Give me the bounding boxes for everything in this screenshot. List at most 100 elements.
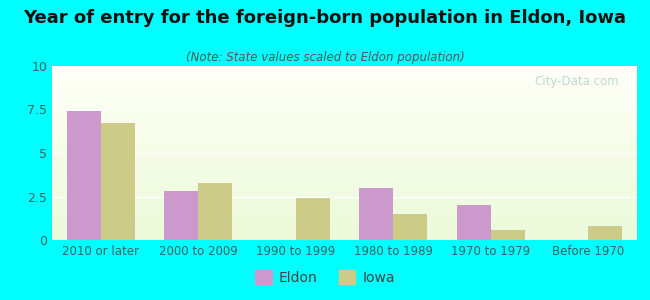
Bar <box>52 184 637 186</box>
Text: Year of entry for the foreign-born population in Eldon, Iowa: Year of entry for the foreign-born popul… <box>23 9 627 27</box>
Bar <box>359 188 393 240</box>
Bar <box>52 83 637 85</box>
Bar <box>66 111 101 240</box>
Bar <box>52 142 637 144</box>
Bar <box>52 165 637 167</box>
Bar <box>52 198 637 200</box>
Bar <box>52 212 637 214</box>
Bar <box>52 196 637 198</box>
Bar <box>52 101 637 103</box>
Text: (Note: State values scaled to Eldon population): (Note: State values scaled to Eldon popu… <box>186 51 464 64</box>
Bar <box>296 198 330 240</box>
Bar <box>52 90 637 92</box>
Bar <box>52 235 637 236</box>
Bar <box>52 71 637 73</box>
Bar <box>52 132 637 134</box>
Bar <box>52 164 637 165</box>
Bar <box>52 203 637 205</box>
Bar <box>52 202 637 203</box>
Bar <box>52 183 637 184</box>
Bar <box>52 221 637 223</box>
Bar <box>52 123 637 125</box>
Bar <box>52 151 637 153</box>
Bar <box>52 120 637 122</box>
Bar <box>52 149 637 151</box>
Bar <box>52 111 637 113</box>
Bar <box>52 155 637 157</box>
Bar <box>52 118 637 120</box>
Bar <box>198 183 233 240</box>
Bar <box>52 144 637 146</box>
Bar <box>52 134 637 136</box>
Bar <box>52 176 637 177</box>
Bar <box>52 170 637 172</box>
Bar <box>52 167 637 169</box>
Bar <box>52 76 637 78</box>
Bar <box>52 106 637 108</box>
Text: City-Data.com: City-Data.com <box>535 75 619 88</box>
Bar <box>457 205 491 240</box>
Bar <box>52 68 637 70</box>
Bar <box>52 66 637 68</box>
Bar <box>52 115 637 116</box>
Bar <box>52 148 637 149</box>
Bar <box>52 214 637 216</box>
Bar <box>52 218 637 219</box>
Bar <box>52 174 637 176</box>
Bar <box>52 75 637 76</box>
Bar <box>52 230 637 231</box>
Bar <box>52 228 637 230</box>
Bar <box>52 110 637 111</box>
Bar <box>52 160 637 162</box>
Bar <box>52 125 637 127</box>
Bar <box>52 113 637 115</box>
Bar <box>52 70 637 71</box>
Bar <box>52 92 637 94</box>
Bar <box>52 129 637 130</box>
Bar <box>52 87 637 88</box>
Bar <box>52 172 637 174</box>
Bar <box>52 181 637 183</box>
Bar <box>52 207 637 209</box>
Bar <box>491 230 525 240</box>
Bar <box>52 80 637 82</box>
Bar <box>52 88 637 90</box>
Bar <box>52 104 637 106</box>
Bar <box>52 195 637 197</box>
Bar <box>52 205 637 207</box>
Bar <box>52 179 637 181</box>
Bar <box>52 99 637 101</box>
Bar <box>52 238 637 240</box>
Bar <box>52 191 637 193</box>
Bar <box>393 214 428 240</box>
Bar <box>52 137 637 139</box>
Bar <box>52 130 637 132</box>
Bar <box>52 78 637 80</box>
Bar <box>52 103 637 104</box>
Bar <box>52 108 637 109</box>
Bar <box>52 127 637 129</box>
Bar <box>52 94 637 96</box>
Bar <box>52 158 637 160</box>
Bar <box>52 224 637 226</box>
Bar <box>52 236 637 238</box>
Bar <box>52 169 637 170</box>
Bar <box>52 177 637 179</box>
Bar <box>52 85 637 87</box>
Bar <box>52 97 637 99</box>
Bar <box>52 153 637 155</box>
Bar <box>52 190 637 191</box>
Bar <box>52 226 637 228</box>
Bar <box>52 141 637 142</box>
Bar <box>52 146 637 148</box>
Bar <box>52 73 637 75</box>
Bar <box>52 231 637 233</box>
Bar <box>52 186 637 188</box>
Bar <box>52 219 637 221</box>
Bar <box>52 162 637 164</box>
Bar <box>52 210 637 212</box>
Bar <box>52 193 637 195</box>
Bar <box>52 136 637 137</box>
Bar <box>52 96 637 97</box>
Bar <box>164 191 198 240</box>
